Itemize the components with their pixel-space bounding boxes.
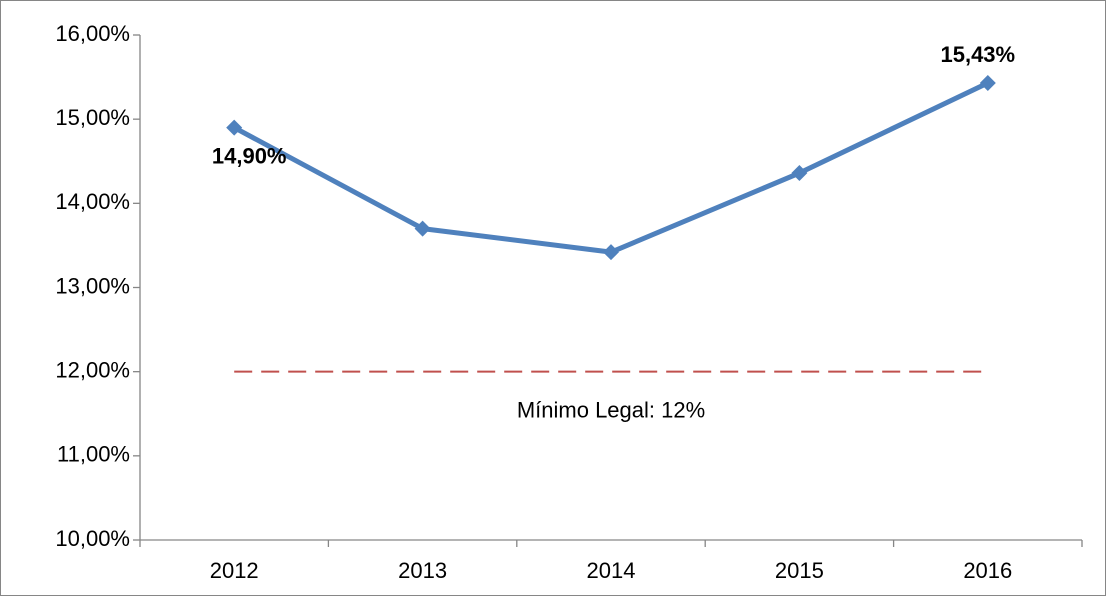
y-tick-label: 16,00%	[55, 21, 130, 46]
x-tick-label: 2013	[398, 558, 447, 583]
x-tick-label: 2014	[587, 558, 636, 583]
x-tick-label: 2016	[963, 558, 1012, 583]
x-tick-label: 2015	[775, 558, 824, 583]
marker	[791, 165, 808, 182]
x-tick-label: 2012	[210, 558, 259, 583]
y-tick-label: 12,00%	[55, 357, 130, 382]
marker	[603, 244, 619, 261]
y-tick-label: 15,00%	[55, 105, 130, 130]
y-tick-label: 11,00%	[57, 442, 130, 467]
y-tick-label: 10,00%	[55, 526, 130, 551]
data-label: 14,90%	[212, 143, 287, 168]
y-tick-label: 14,00%	[55, 189, 130, 214]
marker	[414, 220, 431, 237]
marker	[226, 119, 243, 136]
marker	[979, 74, 996, 91]
y-tick-label: 13,00%	[55, 273, 130, 298]
data-label: 15,43%	[940, 42, 1015, 67]
reference-label: Mínimo Legal: 12%	[517, 397, 705, 422]
